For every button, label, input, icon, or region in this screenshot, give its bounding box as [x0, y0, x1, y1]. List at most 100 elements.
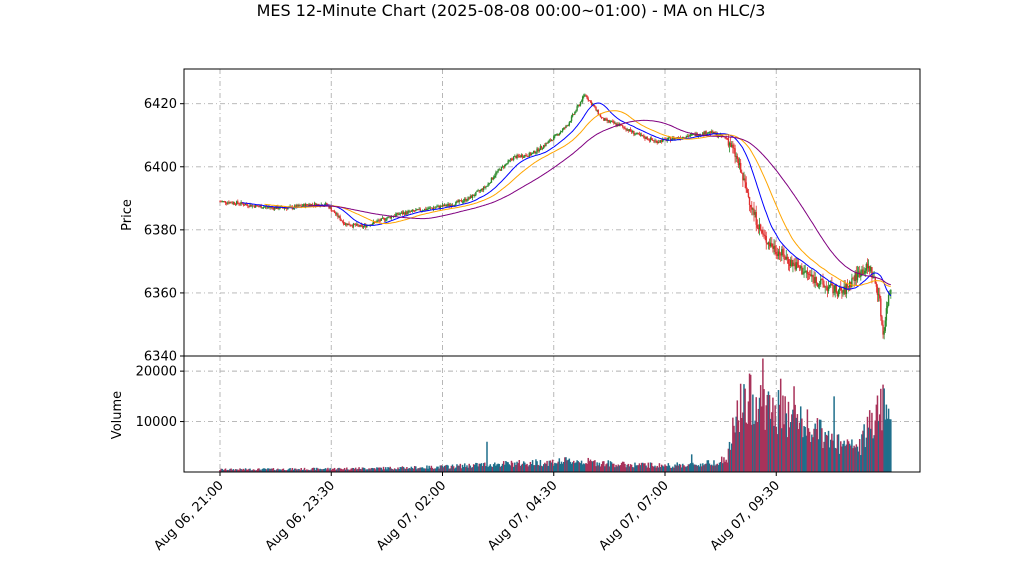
- candle-body: [554, 134, 556, 137]
- volume-bar: [781, 428, 783, 472]
- candle-body: [866, 263, 869, 269]
- volume-bar: [221, 468, 223, 472]
- candle-body: [636, 132, 638, 134]
- volume-bar: [822, 448, 824, 472]
- candle-body: [563, 127, 565, 130]
- volume-bar: [385, 467, 387, 472]
- volume-bar: [840, 441, 842, 472]
- volume-bar: [682, 463, 684, 472]
- volume-bar: [233, 470, 236, 472]
- volume-bar: [316, 467, 318, 472]
- candle-body: [802, 273, 804, 275]
- volume-bar: [383, 469, 386, 472]
- candle-body: [677, 137, 680, 139]
- candle-body: [535, 152, 537, 154]
- candle-body: [450, 204, 453, 207]
- candle-body: [419, 208, 421, 211]
- candle-body: [612, 121, 614, 123]
- candle-body: [757, 227, 760, 230]
- volume-bar: [875, 404, 878, 472]
- volume-bar: [390, 468, 393, 472]
- candle-body: [546, 143, 548, 144]
- volume-bar: [813, 428, 815, 472]
- candle-body: [521, 155, 524, 158]
- volume-bar: [522, 461, 525, 472]
- volume-bar: [411, 467, 414, 472]
- candle-body: [459, 200, 461, 201]
- volume-bar: [331, 468, 334, 472]
- volume-bar: [763, 389, 765, 472]
- volume-bar: [752, 394, 754, 472]
- volume-bar: [660, 464, 663, 472]
- candle-body: [331, 210, 334, 212]
- volume-bar: [610, 462, 613, 472]
- volume-bar: [445, 465, 447, 472]
- candle-body: [691, 134, 693, 135]
- candle-body: [551, 139, 554, 141]
- candle-body: [804, 271, 806, 273]
- volume-bar: [518, 460, 521, 472]
- volume-bar: [244, 468, 247, 472]
- volume-bar: [563, 461, 565, 472]
- volume-bar: [714, 465, 716, 472]
- volume-bar: [403, 468, 406, 472]
- candle-body: [640, 134, 643, 137]
- volume-bar: [653, 466, 655, 472]
- volume-bar: [521, 463, 524, 472]
- candle-body: [796, 262, 799, 265]
- candle-body: [382, 217, 385, 219]
- volume-y-tick-label: 10000: [136, 415, 177, 430]
- candle-body: [240, 202, 242, 205]
- candle-body: [797, 264, 800, 268]
- price-y-ticks: 6340 6360 6380 6400 6420: [144, 97, 184, 365]
- volume-bar: [327, 467, 329, 472]
- candle-body: [545, 143, 547, 146]
- volume-bar: [659, 467, 662, 472]
- volume-bar: [242, 468, 245, 472]
- candle-body: [380, 218, 383, 221]
- candle-body: [852, 278, 854, 280]
- candle-body: [569, 121, 572, 123]
- volume-bar: [841, 446, 843, 472]
- volume-bar: [686, 465, 688, 472]
- candle-body: [662, 139, 664, 143]
- candle-body: [387, 216, 389, 219]
- volume-bar: [357, 468, 359, 472]
- candle-body: [233, 202, 236, 205]
- volume-bar: [392, 469, 395, 472]
- volume-bar: [520, 464, 523, 472]
- candle-body: [424, 208, 426, 211]
- volume-bar: [688, 464, 691, 472]
- volume-bar: [689, 463, 692, 472]
- candle-body: [348, 223, 350, 226]
- volume-bar: [815, 429, 818, 472]
- volume-bar: [823, 441, 825, 472]
- volume-bar: [871, 412, 873, 472]
- candle-body: [623, 126, 625, 128]
- candle-body: [491, 177, 494, 180]
- volume-bar: [574, 463, 576, 472]
- candle-body: [430, 207, 433, 209]
- volume-bar: [696, 465, 699, 472]
- candle-body: [622, 125, 624, 127]
- candle-body: [270, 207, 272, 208]
- volume-bar: [816, 418, 819, 472]
- candle-body: [831, 283, 833, 285]
- candle-body: [577, 105, 579, 107]
- volume-bar: [844, 446, 846, 472]
- candle-body: [502, 166, 505, 168]
- x-tick-label: Aug 06, 23:30: [263, 478, 339, 554]
- volume-bar: [645, 465, 647, 472]
- candle-body: [812, 274, 814, 278]
- volume-bar: [550, 462, 553, 472]
- candle-body: [846, 284, 849, 287]
- volume-bar: [459, 463, 462, 472]
- volume-bar: [238, 470, 240, 472]
- volume-bar: [808, 431, 811, 472]
- volume-bar: [657, 467, 660, 472]
- price-axis-label: Price: [120, 199, 135, 231]
- candle-body: [741, 172, 743, 174]
- volume-bar: [420, 467, 423, 472]
- candle-body: [643, 135, 645, 138]
- candle-body: [876, 286, 879, 296]
